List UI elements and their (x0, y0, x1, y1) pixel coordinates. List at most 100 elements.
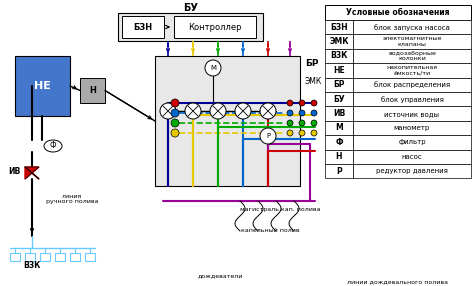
Circle shape (311, 100, 317, 106)
Circle shape (287, 120, 293, 126)
FancyBboxPatch shape (325, 78, 353, 92)
Circle shape (210, 103, 226, 119)
Circle shape (287, 110, 293, 116)
Text: ИВ: ИВ (8, 166, 20, 176)
FancyBboxPatch shape (325, 121, 353, 135)
FancyBboxPatch shape (353, 164, 471, 178)
Text: ЭМК: ЭМК (329, 37, 349, 46)
Text: источник воды: источник воды (384, 111, 439, 117)
FancyBboxPatch shape (10, 253, 20, 261)
Text: линии дождевального полива: линии дождевального полива (347, 279, 448, 285)
Text: редуктор давления: редуктор давления (376, 168, 448, 174)
Text: линия
ручного полива: линия ручного полива (46, 194, 98, 204)
Polygon shape (25, 167, 39, 173)
FancyBboxPatch shape (325, 49, 353, 63)
FancyBboxPatch shape (325, 20, 353, 34)
Text: магистраль кап. полива: магистраль кап. полива (240, 206, 320, 212)
Text: М: М (210, 65, 216, 71)
Text: БУ: БУ (333, 95, 345, 104)
Text: ВЗК: ВЗК (330, 51, 348, 61)
Polygon shape (25, 167, 39, 179)
Circle shape (311, 120, 317, 126)
FancyBboxPatch shape (325, 63, 353, 78)
Text: БЗН: БЗН (134, 23, 153, 31)
FancyBboxPatch shape (40, 253, 50, 261)
Text: БУ: БУ (183, 3, 198, 13)
FancyBboxPatch shape (85, 253, 95, 261)
Circle shape (287, 100, 293, 106)
FancyBboxPatch shape (155, 56, 300, 186)
Text: Контроллер: Контроллер (188, 23, 242, 31)
Text: ВЗК: ВЗК (23, 261, 41, 271)
Text: БЗН: БЗН (330, 23, 348, 32)
Text: водозаборные
колонки: водозаборные колонки (388, 51, 436, 61)
Circle shape (205, 60, 221, 76)
Text: ЭМК: ЭМК (305, 76, 322, 86)
Text: блок запуска насоса: блок запуска насоса (374, 24, 450, 31)
FancyBboxPatch shape (325, 34, 353, 49)
FancyBboxPatch shape (25, 253, 35, 261)
FancyBboxPatch shape (325, 164, 353, 178)
Circle shape (299, 120, 305, 126)
FancyBboxPatch shape (15, 56, 70, 116)
FancyBboxPatch shape (353, 49, 471, 63)
FancyBboxPatch shape (353, 135, 471, 150)
Text: капельный полив: капельный полив (241, 229, 299, 233)
Circle shape (171, 129, 179, 137)
Text: фильтр: фильтр (398, 139, 426, 145)
Circle shape (299, 100, 305, 106)
Text: электомагнитные
клапаны: электомагнитные клапаны (382, 36, 442, 47)
FancyBboxPatch shape (122, 16, 164, 38)
Text: НЕ: НЕ (333, 66, 345, 75)
Text: насос: насос (401, 154, 422, 160)
Ellipse shape (44, 140, 62, 152)
Text: накопительная
ёмкость/ти: накопительная ёмкость/ти (386, 65, 438, 76)
FancyBboxPatch shape (325, 150, 353, 164)
Text: Р: Р (266, 133, 270, 139)
Circle shape (171, 119, 179, 127)
FancyBboxPatch shape (353, 78, 471, 92)
FancyBboxPatch shape (353, 63, 471, 78)
FancyBboxPatch shape (325, 106, 353, 121)
Text: БР: БР (305, 59, 319, 69)
Text: Условные обозначения: Условные обозначения (346, 8, 450, 17)
FancyBboxPatch shape (325, 135, 353, 150)
Circle shape (287, 130, 293, 136)
FancyBboxPatch shape (174, 16, 256, 38)
Text: Н: Н (336, 152, 342, 161)
FancyBboxPatch shape (118, 13, 263, 41)
FancyBboxPatch shape (70, 253, 80, 261)
FancyBboxPatch shape (353, 106, 471, 121)
FancyBboxPatch shape (353, 121, 471, 135)
Circle shape (235, 103, 251, 119)
Text: НЕ: НЕ (34, 81, 51, 91)
FancyBboxPatch shape (353, 34, 471, 49)
FancyBboxPatch shape (353, 92, 471, 106)
Text: Н: Н (89, 86, 96, 95)
Text: блок управления: блок управления (381, 96, 444, 103)
Circle shape (299, 130, 305, 136)
Text: Р: Р (336, 167, 342, 176)
Text: М: М (335, 124, 343, 132)
Circle shape (311, 110, 317, 116)
Text: Ф: Ф (50, 142, 56, 150)
Text: дождеватели: дождеватели (197, 273, 243, 279)
Text: манометр: манометр (394, 125, 430, 131)
FancyBboxPatch shape (325, 92, 353, 106)
FancyBboxPatch shape (353, 20, 471, 34)
Circle shape (260, 103, 276, 119)
Circle shape (299, 110, 305, 116)
Circle shape (260, 128, 276, 144)
FancyBboxPatch shape (55, 253, 65, 261)
Circle shape (171, 99, 179, 107)
Text: Ф: Ф (335, 138, 343, 147)
Text: блок распределения: блок распределения (374, 82, 450, 88)
Text: ИВ: ИВ (333, 109, 345, 118)
Circle shape (185, 103, 201, 119)
FancyBboxPatch shape (80, 78, 105, 103)
Text: БР: БР (333, 80, 345, 89)
Circle shape (171, 109, 179, 117)
Circle shape (311, 130, 317, 136)
FancyBboxPatch shape (325, 5, 471, 20)
FancyBboxPatch shape (353, 150, 471, 164)
